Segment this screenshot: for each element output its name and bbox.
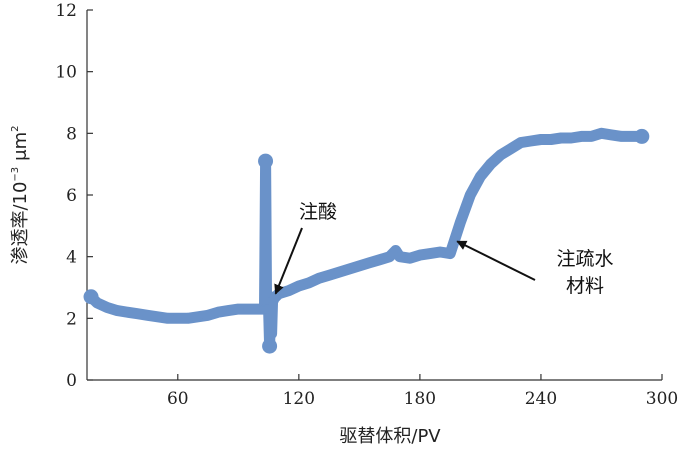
series-layer	[83, 127, 650, 354]
data-point	[266, 328, 277, 339]
data-point	[445, 248, 456, 259]
data-point	[414, 250, 425, 261]
data-point	[265, 304, 276, 315]
data-point	[172, 313, 183, 324]
y-tick-label: 10	[55, 63, 77, 83]
data-point-marker	[634, 128, 650, 144]
x-axis-title: 驱替体积/PV	[339, 426, 441, 447]
y-tick-label: 12	[55, 1, 77, 21]
x-ticks: 60 120 180 240 300	[167, 374, 678, 409]
x-tick-label: 60	[167, 389, 189, 409]
data-point	[596, 128, 607, 139]
data-point	[616, 131, 627, 142]
data-point	[162, 313, 173, 324]
data-point	[576, 131, 587, 142]
y-axis-title-exponent: −3	[10, 167, 21, 182]
data-point	[334, 267, 345, 278]
data-point	[182, 313, 193, 324]
data-point	[303, 277, 314, 288]
data-point	[203, 310, 214, 321]
y-tick-label: 0	[66, 371, 77, 391]
data-point	[566, 132, 577, 143]
data-point	[243, 304, 254, 315]
series-line	[85, 127, 648, 352]
axes	[86, 10, 662, 381]
data-point	[112, 305, 123, 316]
data-point	[132, 308, 143, 319]
data-point	[435, 247, 446, 258]
data-point	[455, 217, 466, 228]
x-tick-label: 120	[283, 389, 315, 409]
annotation-text: 材料	[566, 275, 604, 297]
data-point	[142, 310, 153, 321]
data-point	[525, 136, 536, 147]
data-point	[152, 311, 163, 322]
data-point	[465, 190, 476, 200]
y-tick-label: 8	[66, 124, 77, 144]
data-point	[586, 131, 597, 142]
y-axis-title-unit-exponent: 2	[10, 125, 21, 131]
data-point	[293, 280, 304, 291]
x-tick-label: 180	[404, 389, 436, 409]
annotation: 注酸	[274, 201, 337, 295]
annotation-arrow	[456, 240, 536, 281]
data-point	[223, 305, 234, 316]
data-point	[354, 260, 365, 271]
annotation-arrow	[274, 227, 303, 295]
data-point	[626, 131, 637, 142]
data-point	[102, 302, 113, 313]
data-point	[233, 304, 244, 315]
y-tick-label: 4	[66, 248, 77, 268]
data-point	[495, 149, 506, 160]
y-tick-label: 2	[66, 309, 77, 329]
data-point-marker	[258, 153, 274, 169]
data-point	[556, 132, 567, 143]
data-point	[404, 253, 415, 264]
data-point	[515, 137, 526, 148]
y-axis-title-unit: μm	[10, 132, 31, 161]
y-tick-label: 6	[66, 186, 77, 206]
data-point	[424, 248, 435, 259]
data-point	[364, 257, 375, 268]
data-point	[384, 251, 395, 262]
data-point	[273, 288, 284, 299]
data-point	[505, 143, 516, 154]
data-point-marker	[262, 338, 278, 354]
data-point	[485, 159, 496, 170]
svg-text:渗透率/10−3μm2: 渗透率/10−3 μm2	[10, 125, 31, 264]
x-tick-label: 240	[525, 389, 557, 409]
data-point	[606, 129, 617, 140]
data-point	[122, 307, 133, 318]
data-point	[314, 273, 325, 284]
data-point	[535, 134, 546, 145]
y-axis-title: 渗透率/10−3 μm2	[10, 125, 31, 264]
data-point	[344, 264, 355, 274]
data-point	[394, 251, 405, 262]
data-point	[283, 285, 294, 296]
data-point	[324, 270, 335, 281]
data-point-marker	[83, 289, 99, 305]
data-point	[546, 134, 557, 145]
data-point	[213, 307, 224, 318]
data-point	[374, 254, 385, 265]
annotation-text: 注酸	[299, 201, 337, 223]
data-point	[192, 311, 203, 322]
annotation-text: 注疏水	[556, 248, 613, 270]
x-tick-label: 300	[646, 389, 678, 409]
y-axis-title-main: 渗透率/10	[10, 182, 31, 265]
y-ticks: 0 2 4 6 8 10 12	[55, 1, 93, 391]
data-point	[475, 171, 486, 182]
